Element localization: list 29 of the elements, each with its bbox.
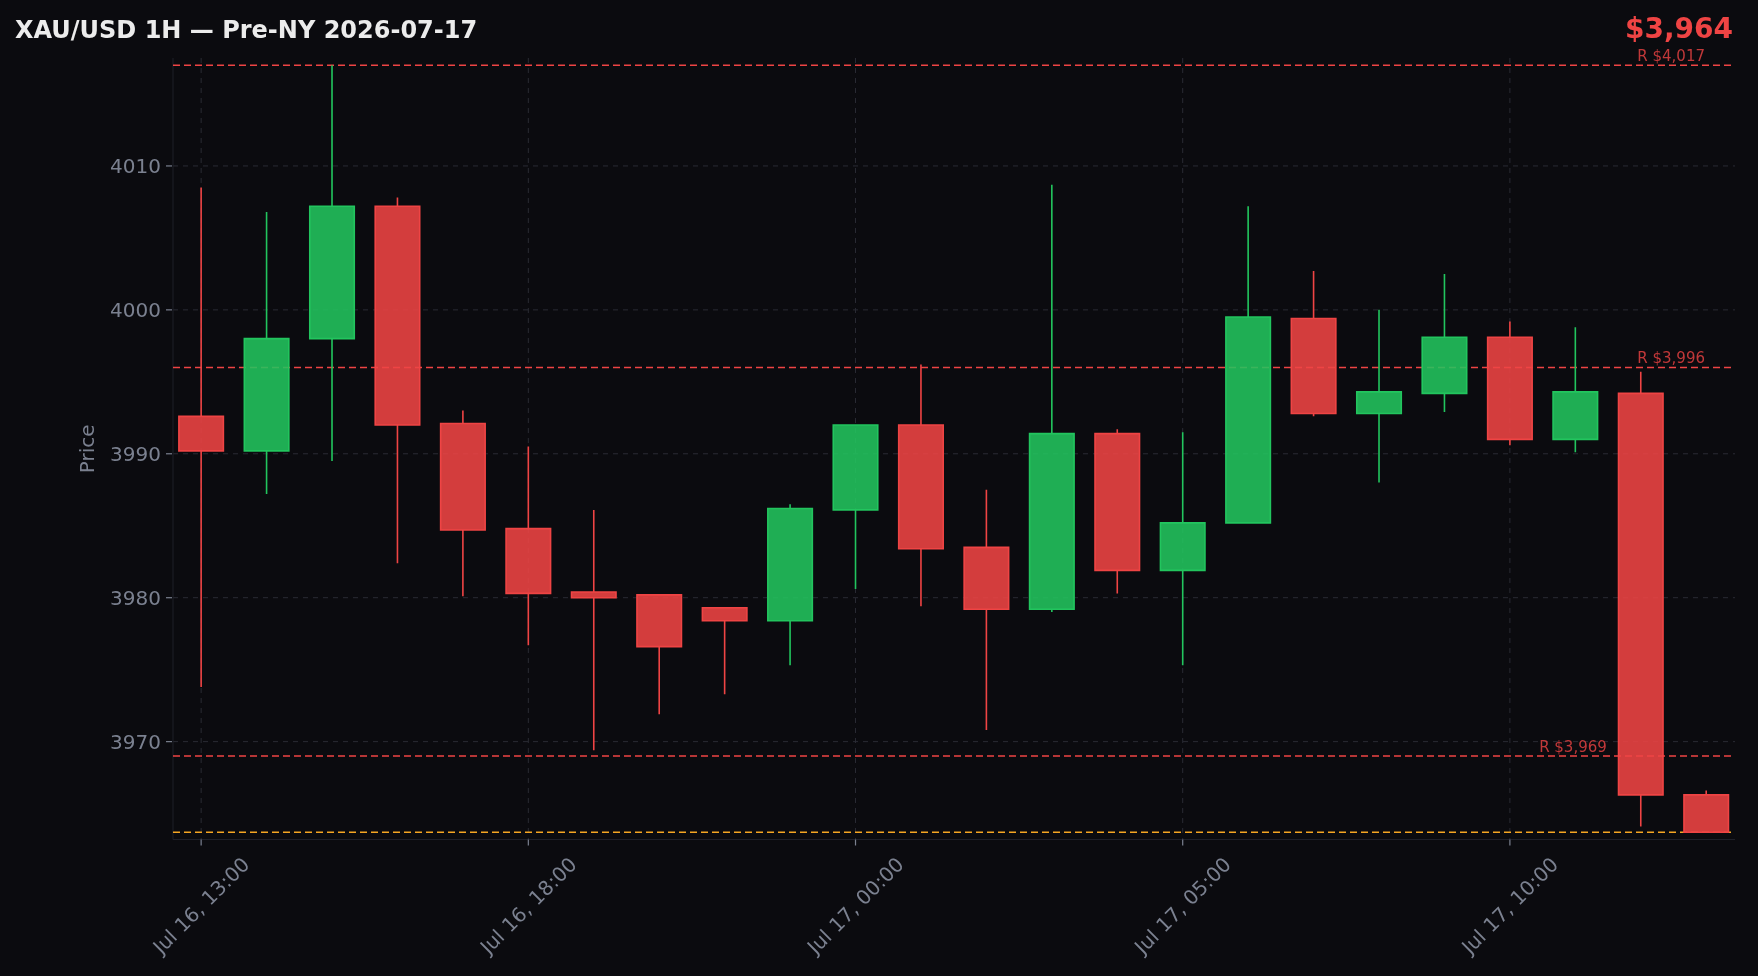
ref-line-label: R $3,969 — [1539, 738, 1607, 757]
text: $3,964 — [1624, 12, 1733, 45]
candlestick — [308, 64, 356, 462]
ref-line-label: R $3,996 — [1637, 349, 1705, 368]
candlestick — [1028, 183, 1075, 613]
candlestick — [1683, 789, 1730, 834]
y-tick-label: 4010 — [110, 153, 161, 178]
candlestick — [243, 211, 290, 495]
candlestick — [570, 509, 617, 752]
y-tick-label: 3980 — [110, 585, 161, 610]
candlestick — [1421, 273, 1468, 413]
ref-line-label: R $4,017 — [1637, 47, 1705, 66]
y-tick-label: 4000 — [110, 297, 161, 322]
y-tick-label: 3990 — [110, 441, 161, 466]
candlestick — [963, 488, 1010, 731]
y-tick-label: 3970 — [110, 729, 161, 754]
candlestick — [767, 503, 814, 667]
candlestick — [1225, 205, 1272, 524]
candlestick — [832, 424, 879, 590]
candlestick — [1355, 309, 1403, 484]
candlestick — [1159, 431, 1206, 667]
chart-title: XAU/USD 1H — Pre-NY 2026-07-17 — [15, 16, 478, 44]
y-axis-title: Price — [75, 424, 99, 474]
candlestick — [505, 445, 552, 646]
candlestick — [439, 409, 486, 598]
candlestick — [636, 594, 683, 716]
candlestick — [1552, 326, 1599, 454]
candlestick — [1094, 428, 1141, 595]
candlestick — [701, 606, 748, 695]
